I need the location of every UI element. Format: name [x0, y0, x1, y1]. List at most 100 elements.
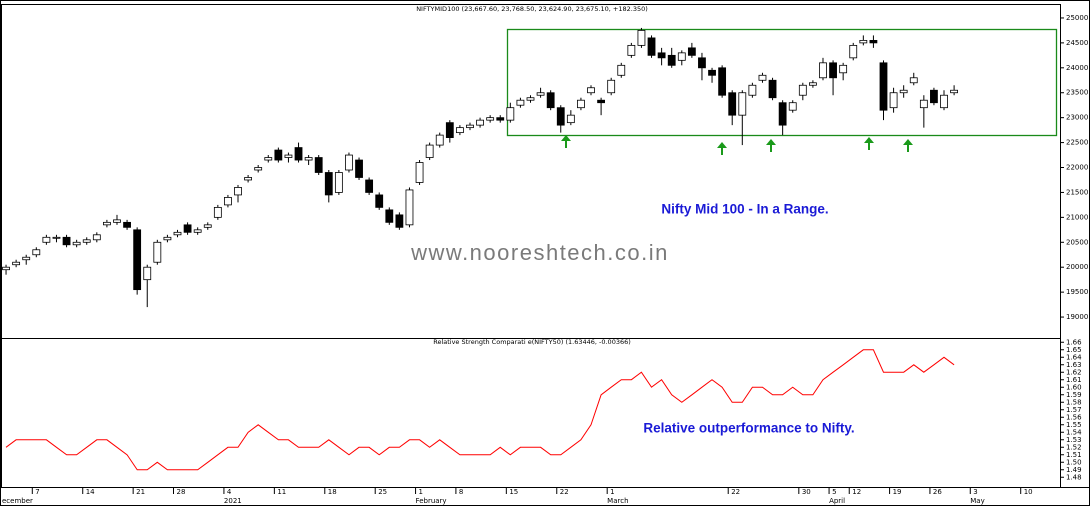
- candle-body: [849, 44, 858, 59]
- arrow: [903, 139, 913, 152]
- candle-body: [667, 54, 676, 66]
- candle-body: [768, 79, 777, 99]
- candle-body: [496, 117, 505, 121]
- annotation: Nifty Mid 100 - In a Range.: [661, 202, 828, 217]
- candle-body: [82, 239, 91, 243]
- candle-body: [919, 99, 928, 109]
- y-tick-label: 19500: [1066, 288, 1088, 296]
- candle-body: [909, 77, 918, 84]
- candle-body: [375, 194, 384, 208]
- month-label: ecember: [2, 497, 33, 505]
- y-tick-label: 25000: [1066, 14, 1088, 22]
- candle-body: [718, 67, 727, 96]
- candle-body: [657, 52, 666, 59]
- candle-body: [254, 167, 263, 171]
- y-tick-label: 20500: [1066, 238, 1088, 246]
- candle-body: [869, 39, 878, 44]
- candle-body: [224, 197, 232, 206]
- x-tick-label: 3: [973, 488, 977, 496]
- candle-body: [345, 154, 353, 171]
- candle-body: [486, 117, 495, 121]
- candle-body: [425, 144, 434, 158]
- y-tick-label: 23500: [1066, 89, 1088, 97]
- candle-body: [113, 219, 121, 223]
- candle-body: [839, 64, 848, 74]
- rs-title: Relative Strength Comparati e(NIFTY50) (…: [433, 338, 631, 346]
- y-tick-label: 1.56: [1066, 413, 1082, 421]
- y-tick-label: 1.51: [1066, 451, 1082, 459]
- candle-body: [133, 229, 142, 291]
- x-tick-label: 1: [610, 488, 614, 496]
- candle-body: [52, 236, 61, 239]
- candle-body: [213, 206, 222, 218]
- candle-body: [405, 189, 414, 226]
- rs-line: [5, 349, 955, 471]
- y-tick-label: 1.54: [1066, 428, 1082, 436]
- candle-body: [758, 74, 767, 81]
- candle-body: [455, 127, 464, 134]
- x-tick-label: 15: [509, 488, 518, 496]
- candle-body: [556, 107, 565, 126]
- x-tick-label: 12: [852, 488, 861, 496]
- candle-body: [930, 89, 938, 104]
- y-tick-label: 22500: [1066, 139, 1088, 147]
- y-tick-label: 1.52: [1066, 443, 1082, 451]
- candle-body: [234, 187, 242, 196]
- candle-body: [516, 99, 525, 106]
- arrow: [766, 139, 776, 152]
- candle-body: [355, 159, 363, 178]
- arrow: [561, 135, 571, 148]
- month-label: May: [970, 497, 984, 505]
- annotation: Relative outperformance to Nifty.: [643, 421, 854, 436]
- month-label: 2021: [224, 497, 242, 505]
- x-tick-label: 10: [1024, 488, 1033, 496]
- candle-body: [577, 99, 585, 109]
- x-tick-label: 25: [378, 488, 387, 496]
- y-tick-label: 1.58: [1066, 398, 1082, 406]
- candle-body: [334, 172, 343, 193]
- candle-body: [889, 92, 898, 109]
- y-tick-label: 24000: [1066, 64, 1088, 72]
- y-tick-label: 20000: [1066, 263, 1088, 271]
- candle-body: [264, 157, 273, 161]
- candle-body: [62, 236, 71, 246]
- arrows: [561, 135, 913, 155]
- candle-body: [728, 92, 737, 116]
- candle-body: [173, 231, 182, 236]
- candle-body: [778, 102, 787, 126]
- y-tick-label: 1.65: [1066, 346, 1082, 354]
- y-tick-label: 1.50: [1066, 458, 1082, 466]
- candle-body: [748, 84, 757, 96]
- x-tick-label: 28: [177, 488, 186, 496]
- candle-body: [536, 92, 545, 96]
- candle-body: [32, 249, 41, 256]
- candle-body: [435, 134, 444, 146]
- candle-body: [244, 177, 253, 181]
- range-box: [506, 28, 1058, 137]
- candle-body: [476, 119, 484, 126]
- y-tick-label: 1.61: [1066, 376, 1082, 384]
- candle-body: [647, 37, 656, 56]
- x-tick-label: 4: [227, 488, 232, 496]
- candle-body: [163, 236, 172, 241]
- y-tick-label: 21000: [1066, 213, 1088, 221]
- candle-body: [72, 241, 81, 246]
- x-tick-label: 22: [731, 488, 740, 496]
- x-tick-label: 1: [419, 488, 423, 496]
- y-tick-label: 1.57: [1066, 406, 1082, 414]
- candle-body: [627, 44, 636, 56]
- candle-body: [123, 221, 131, 228]
- x-tick-label: 26: [933, 488, 942, 496]
- candle-body: [809, 82, 817, 86]
- y-tick-label: 1.59: [1066, 391, 1082, 399]
- candle-body: [546, 92, 555, 109]
- candle-body: [12, 261, 21, 266]
- x-tick-label: 30: [802, 488, 811, 496]
- candle-body: [385, 209, 394, 223]
- x-tick-label: 5: [832, 488, 836, 496]
- candle-body: [2, 266, 10, 271]
- y-tick-label: 1.64: [1066, 353, 1082, 361]
- candle-body: [274, 149, 283, 161]
